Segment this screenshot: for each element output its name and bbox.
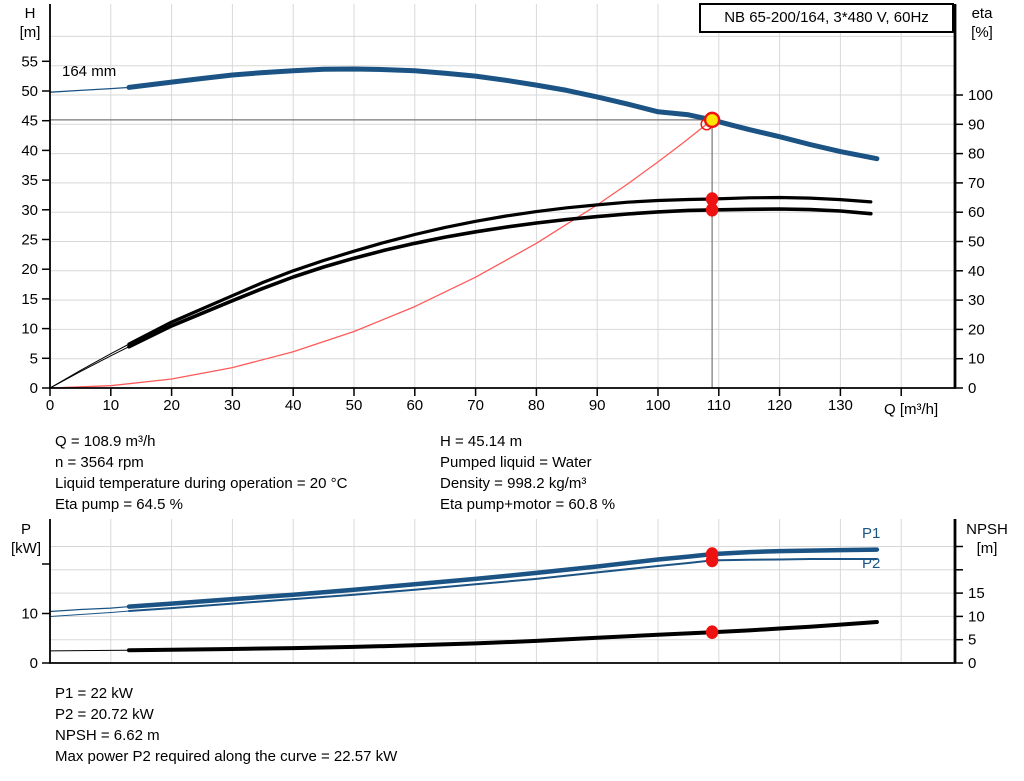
right-tick-label: 80: [968, 146, 985, 163]
operating-point-dot: [705, 203, 719, 217]
power-info-block: P1 = 22 kW P2 = 20.72 kW NPSH = 6.62 m M…: [55, 683, 397, 767]
p1-curve-label: P1: [862, 525, 881, 542]
info-npsh: NPSH = 6.62 m: [55, 727, 160, 744]
right-tick-label: 15: [968, 585, 985, 602]
left-tick-label: 35: [21, 172, 38, 189]
right-tick-label: 70: [968, 175, 985, 192]
curve-eta-pump-motor: [127, 207, 873, 349]
operating-point-dot: [705, 625, 719, 639]
right-tick-label: 0: [968, 655, 976, 672]
curve-eta-pump: [127, 195, 873, 346]
x-tick-label: 110: [707, 397, 731, 414]
operating-point-dot: [705, 553, 719, 568]
eta-axis-title-line2: [%]: [971, 24, 993, 41]
info-flow: Q = 108.9 m³/h: [55, 433, 156, 450]
curve-head-164mm: [49, 86, 130, 93]
x-tick-label: 50: [346, 397, 363, 414]
left-tick-label: 10: [21, 606, 38, 623]
npsh-axis-title-line2: [m]: [976, 540, 998, 557]
info-p2: P2 = 20.72 kW: [55, 706, 154, 723]
left-tick-label: 45: [21, 113, 38, 130]
impeller-size-label: 164 mm: [62, 63, 117, 80]
info-liquid-temperature: Liquid temperature during operation = 20…: [55, 475, 348, 492]
x-tick-label: 40: [285, 397, 302, 414]
curve-npsh: [127, 620, 879, 653]
x-tick-label: 130: [828, 397, 853, 414]
x-tick-label: 70: [467, 397, 484, 414]
curve-npsh: [49, 649, 130, 652]
h-axis-title-line2: [m]: [19, 24, 41, 41]
left-tick-label: 20: [21, 261, 38, 278]
duty-point-marker: [703, 111, 721, 129]
operating-point-dot: [705, 192, 719, 206]
p2-curve-label: P2: [862, 555, 881, 572]
left-tick-label: 15: [21, 291, 38, 308]
p-axis-title: P [kW]: [2, 520, 50, 558]
curve-power-p2: [128, 558, 878, 612]
info-p1: P1 = 22 kW: [55, 685, 133, 702]
info-head: H = 45.14 m: [440, 433, 523, 450]
x-tick-label: 20: [163, 397, 180, 414]
q-axis-title: Q [m³/h]: [884, 401, 939, 418]
info-pumped-liquid: Pumped liquid = Water: [440, 454, 592, 471]
curve-eta-pump: [49, 343, 130, 389]
curve-power-p1: [49, 605, 130, 613]
right-tick-label: 90: [968, 116, 985, 133]
x-tick-label: 90: [589, 397, 606, 414]
left-tick-label: 40: [21, 142, 38, 159]
pump-title-box: NB 65-200/164, 3*480 V, 60Hz: [699, 3, 954, 33]
info-speed: n = 3564 rpm: [55, 454, 144, 471]
x-tick-label: 60: [406, 397, 423, 414]
npsh-axis-title: NPSH [m]: [956, 520, 1018, 558]
right-tick-label: 60: [968, 204, 985, 221]
x-tick-label: 80: [528, 397, 545, 414]
right-tick-label: 10: [968, 608, 985, 625]
left-tick-label: 10: [21, 321, 38, 338]
right-tick-label: 5: [968, 632, 976, 649]
x-tick-label: 0: [46, 397, 54, 414]
left-tick-label: 0: [30, 380, 38, 397]
eta-axis-title-line1: eta: [971, 5, 993, 22]
curve-power-p1: [126, 547, 880, 609]
duty-info-right: H = 45.14 m Pumped liquid = Water Densit…: [440, 431, 615, 515]
npsh-axis-title-line1: NPSH: [966, 521, 1008, 538]
h-axis-title: H [m]: [6, 4, 54, 42]
x-tick-label: 100: [645, 397, 670, 414]
x-tick-label: 10: [102, 397, 119, 414]
right-tick-label: 100: [968, 87, 993, 104]
right-tick-label: 20: [968, 321, 985, 338]
left-tick-label: 0: [30, 655, 38, 672]
info-eta-pump: Eta pump = 64.5 %: [55, 496, 183, 513]
right-tick-label: 10: [968, 351, 985, 368]
curve-eta-pump-motor: [49, 346, 130, 389]
x-tick-label: 120: [767, 397, 792, 414]
left-tick-label: 55: [21, 53, 38, 70]
p-axis-title-line1: P: [20, 521, 31, 538]
left-tick-label: 50: [21, 83, 38, 100]
curve-system-curve: [49, 119, 713, 389]
p-axis-title-line2: [kW]: [11, 540, 41, 557]
curve-head-164mm: [126, 66, 880, 162]
left-tick-label: 25: [21, 232, 38, 249]
info-max-power: Max power P2 required along the curve = …: [55, 748, 398, 765]
curve-power-p2: [49, 610, 130, 617]
right-tick-label: 0: [968, 380, 976, 397]
left-tick-label: 30: [21, 202, 38, 219]
eta-axis-title: eta [%]: [958, 4, 1006, 42]
x-tick-label: 30: [224, 397, 241, 414]
h-axis-title-line1: H: [24, 5, 36, 22]
info-eta-pump-motor: Eta pump+motor = 60.8 %: [440, 496, 616, 513]
left-tick-label: 5: [30, 350, 38, 367]
duty-info-left: Q = 108.9 m³/h n = 3564 rpm Liquid tempe…: [55, 431, 347, 515]
right-tick-label: 30: [968, 292, 985, 309]
right-tick-label: 50: [968, 234, 985, 251]
info-density: Density = 998.2 kg/m³: [440, 475, 587, 492]
right-tick-label: 40: [968, 263, 985, 280]
